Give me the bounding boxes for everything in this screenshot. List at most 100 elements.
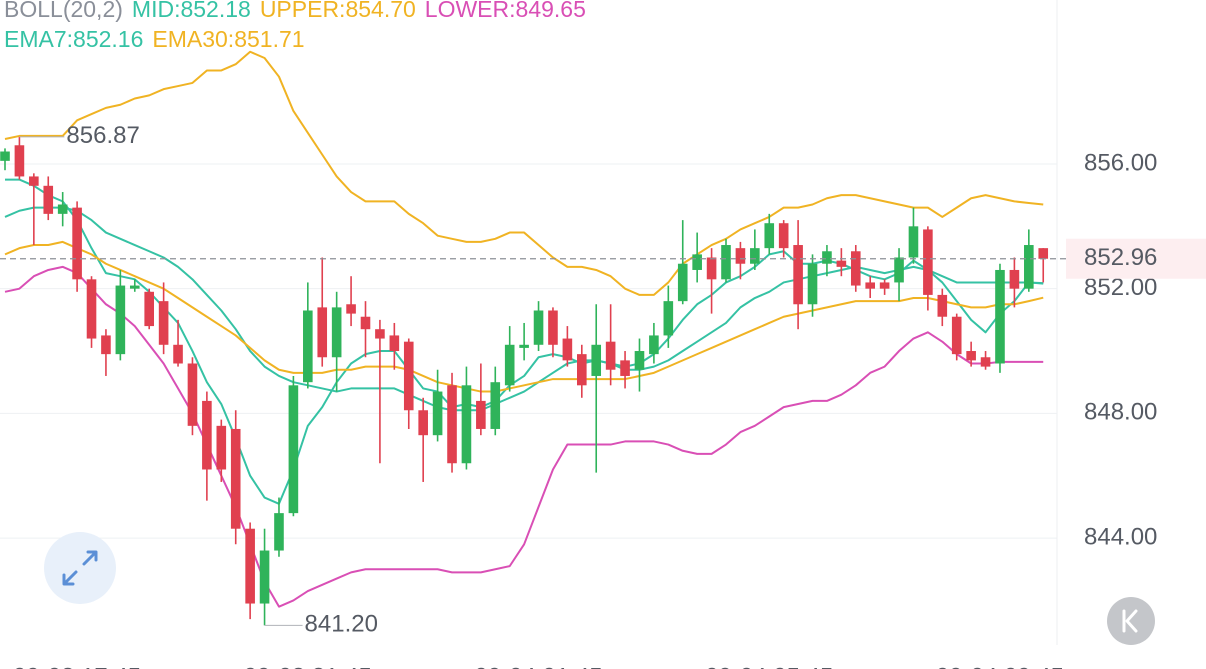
candle-body <box>72 207 82 280</box>
x-tick-label: 09-04 01:45 <box>474 663 602 669</box>
candle-body <box>490 382 501 429</box>
expand-button-bg <box>44 532 116 604</box>
x-tick-label: 09-03 21:45 <box>244 663 372 669</box>
candle-body <box>995 269 1005 364</box>
candle-body <box>735 248 746 264</box>
candle-body <box>418 410 428 436</box>
candle-body <box>577 354 587 386</box>
expand-icon <box>62 550 98 586</box>
candle-body <box>447 385 457 464</box>
candle-body <box>86 279 97 339</box>
candle-body <box>216 425 227 470</box>
candle-body <box>43 185 54 214</box>
last-price-tag-bg <box>1066 238 1206 279</box>
y-tick-label: 848.00 <box>1084 399 1157 426</box>
candle-body <box>822 251 832 264</box>
candle-body <box>634 351 645 370</box>
candle-body <box>317 307 328 358</box>
candle-body <box>331 307 342 358</box>
candle-body <box>764 223 775 249</box>
candle-body <box>245 528 255 604</box>
candle-body <box>649 335 659 355</box>
candle-body <box>504 344 515 386</box>
indicator-line <box>4 240 1044 393</box>
last-price-label: 852.96 <box>1084 244 1157 271</box>
candle-body <box>101 335 111 355</box>
candle-body <box>346 304 356 314</box>
scroll-to-latest-button[interactable] <box>1107 597 1155 645</box>
candle-body <box>980 357 991 367</box>
candle-body <box>865 282 875 289</box>
candle-body <box>202 400 212 470</box>
candle-body <box>533 310 544 345</box>
candle-body <box>187 363 198 426</box>
candle-body <box>879 282 890 289</box>
candle-body <box>288 385 299 514</box>
candle-body <box>951 316 962 355</box>
candle-body <box>375 329 385 339</box>
candle-body <box>750 248 760 264</box>
candle-body <box>403 341 414 411</box>
min-marker-label: 841.20 <box>305 611 378 638</box>
candle-body <box>303 310 313 383</box>
candle-body <box>144 291 154 327</box>
candle-body <box>29 176 39 186</box>
candle-body <box>432 391 443 436</box>
legend-entry: UPPER:854.70 <box>260 0 416 22</box>
candle-body <box>706 257 717 280</box>
candle-body <box>158 301 169 345</box>
candle-body <box>836 260 847 267</box>
y-tick-label: 844.00 <box>1084 523 1157 550</box>
candle-body <box>274 513 284 551</box>
candle-body <box>0 151 10 161</box>
candle-body <box>605 341 616 370</box>
candle-body <box>923 229 933 295</box>
candle-body <box>1024 245 1034 289</box>
indicator-line <box>4 50 1044 296</box>
candle-body <box>519 344 529 348</box>
legend: BOLL(20,2) MID:852.18 UPPER:854.70 LOWER:84… <box>4 0 586 52</box>
legend-entry: MID:852.18 <box>132 0 251 22</box>
x-tick-label: 09-03 17:45 <box>13 663 141 669</box>
candle-body <box>389 335 400 352</box>
candle-body <box>476 400 486 429</box>
legend-entry: LOWER:849.65 <box>425 0 586 22</box>
candle-body <box>57 204 68 214</box>
candle-body <box>591 344 602 376</box>
candle-body <box>259 550 270 604</box>
candle-body <box>793 245 803 305</box>
candle-body <box>360 316 371 330</box>
candle-body <box>115 285 126 355</box>
indicator-line <box>4 206 1044 412</box>
legend-entry: EMA30:851.71 <box>152 26 304 52</box>
legend-entry: BOLL(20,2) <box>4 0 123 22</box>
candle-body <box>461 385 472 464</box>
legend-entry: EMA7:852.16 <box>4 26 143 52</box>
candle-body <box>1009 269 1020 289</box>
max-marker-label: 856.87 <box>66 122 139 149</box>
y-tick-label: 856.00 <box>1084 149 1157 176</box>
candle-body <box>778 223 789 249</box>
candle-body <box>850 251 861 286</box>
candle-body <box>807 263 818 305</box>
candle-body <box>663 301 674 336</box>
candle-body <box>908 226 919 258</box>
candle-body <box>230 428 241 529</box>
candle-body <box>966 351 976 361</box>
x-tick-label: 09-04 05:45 <box>705 663 833 669</box>
candle-body <box>692 254 702 270</box>
candle-body <box>620 360 630 376</box>
candle-body <box>14 145 25 177</box>
candle-body <box>1038 248 1049 259</box>
expand-button[interactable] <box>44 532 116 604</box>
candles <box>0 136 1049 626</box>
candle-body <box>129 285 140 289</box>
scroll-icon <box>1122 609 1138 633</box>
x-tick-label: 09-04 09:45 <box>936 663 1064 669</box>
candle-body <box>721 245 731 280</box>
candle-body <box>173 344 183 364</box>
candle-body <box>894 257 904 283</box>
